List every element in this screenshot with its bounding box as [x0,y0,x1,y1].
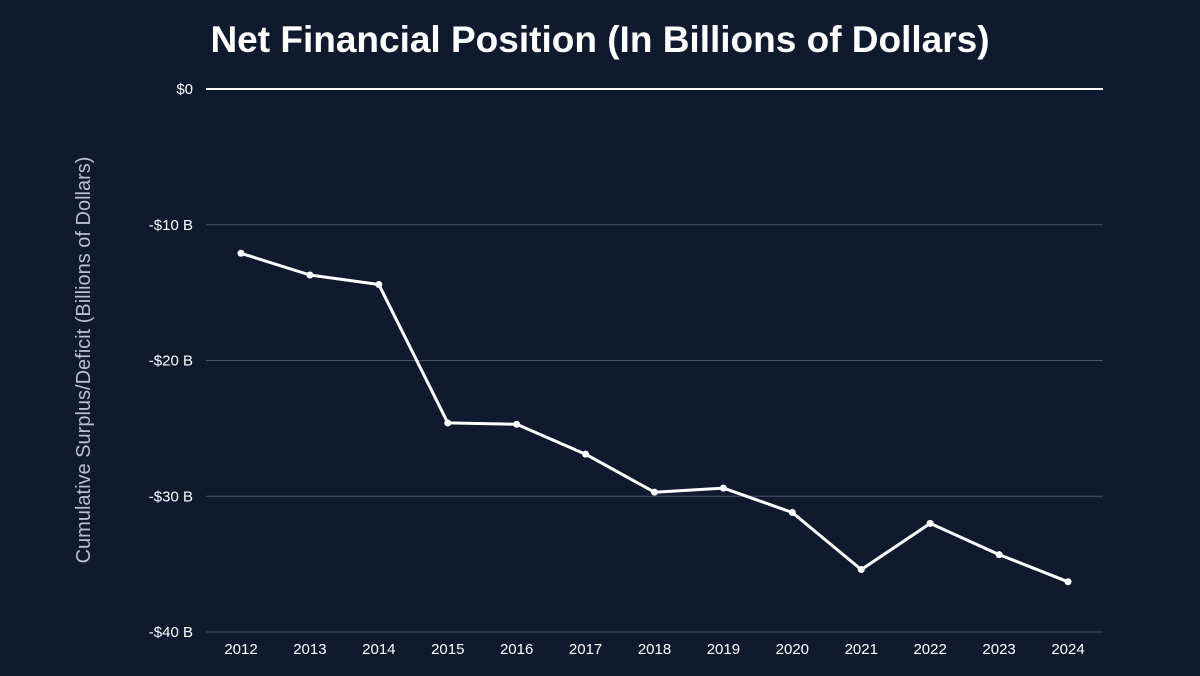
x-tick-label: 2024 [1051,641,1084,658]
y-tick-label: -$10 B [149,217,193,234]
series-line [239,251,1070,584]
y-axis-label: Cumulative Surplus/Deficit (Billions of … [73,157,95,564]
x-tick-label: 2019 [707,641,740,658]
data-point [237,249,245,257]
data-point [788,509,796,517]
x-axis-ticks: 2012 2013 2014 2015 2016 2017 2018 2019 2020 2021… [224,641,1084,658]
data-point [1064,578,1072,586]
gridlines [206,88,1103,633]
x-tick-label: 2015 [431,641,464,658]
y-axis-ticks: $0 -$10 B -$20 B -$30 B -$40 B [149,81,193,641]
chart-title: Net Financial Position (In Billions of D… [210,19,989,60]
x-tick-label: 2022 [913,641,946,658]
y-tick-label: -$20 B [149,353,193,370]
data-point [926,519,934,527]
x-tick-label: 2014 [362,641,395,658]
series-line-layer [239,251,1070,584]
series-markers [237,249,1072,586]
x-tick-label: 2021 [845,641,878,658]
x-tick-label: 2013 [293,641,326,658]
x-tick-label: 2016 [500,641,533,658]
data-point [513,420,521,428]
data-point [375,280,383,288]
data-point [719,484,727,492]
x-tick-label: 2012 [224,641,257,658]
y-tick-label: $0 [176,81,193,98]
data-point [306,271,314,279]
x-tick-label: 2018 [638,641,671,658]
data-point [995,551,1003,559]
data-point [582,450,590,458]
x-tick-label: 2020 [776,641,809,658]
data-point [651,488,658,496]
x-tick-label: 2023 [982,641,1015,658]
data-point [444,419,452,427]
data-point [857,566,865,574]
y-tick-label: -$40 B [149,624,193,641]
y-tick-label: -$30 B [149,488,193,505]
x-tick-label: 2017 [569,641,602,658]
